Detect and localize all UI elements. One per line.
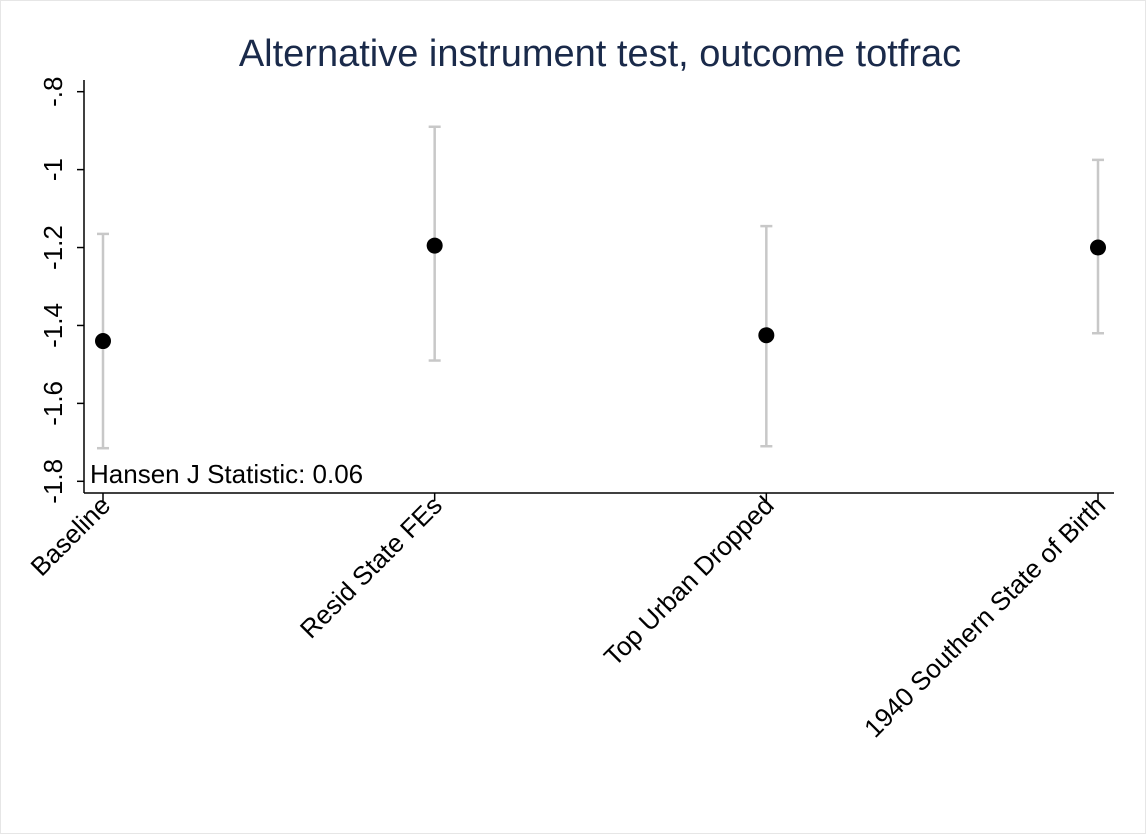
- y-tick-label: -1.6: [38, 381, 68, 426]
- chart-title: Alternative instrument test, outcome tot…: [239, 33, 961, 75]
- category-label: 1940 Southern State of Birth: [858, 490, 1111, 743]
- y-tick-label: -1.4: [38, 303, 68, 348]
- point-estimates: [95, 237, 1106, 350]
- point-estimate: [95, 333, 111, 350]
- y-tick-label: -1.2: [38, 225, 68, 270]
- point-estimate: [426, 237, 443, 254]
- y-axis-ticks: -1.8 -1.6 -1.4 -1.2 -1 -.8: [38, 77, 84, 504]
- point-estimate: [1090, 239, 1106, 256]
- category-label: Top Urban Dropped: [598, 490, 780, 672]
- point-estimate: [758, 327, 775, 344]
- y-tick-label: -1.8: [38, 459, 68, 504]
- confidence-intervals: [97, 125, 1104, 450]
- y-tick-label: -1: [38, 158, 68, 181]
- hansen-j-annotation: Hansen J Statistic: 0.06: [90, 459, 363, 489]
- x-axis-ticks: Baseline Resid State FEs Top Urban Dropped…: [25, 490, 1112, 743]
- y-tick-label: -.8: [38, 77, 68, 107]
- category-label: Resid State FEs: [294, 490, 448, 644]
